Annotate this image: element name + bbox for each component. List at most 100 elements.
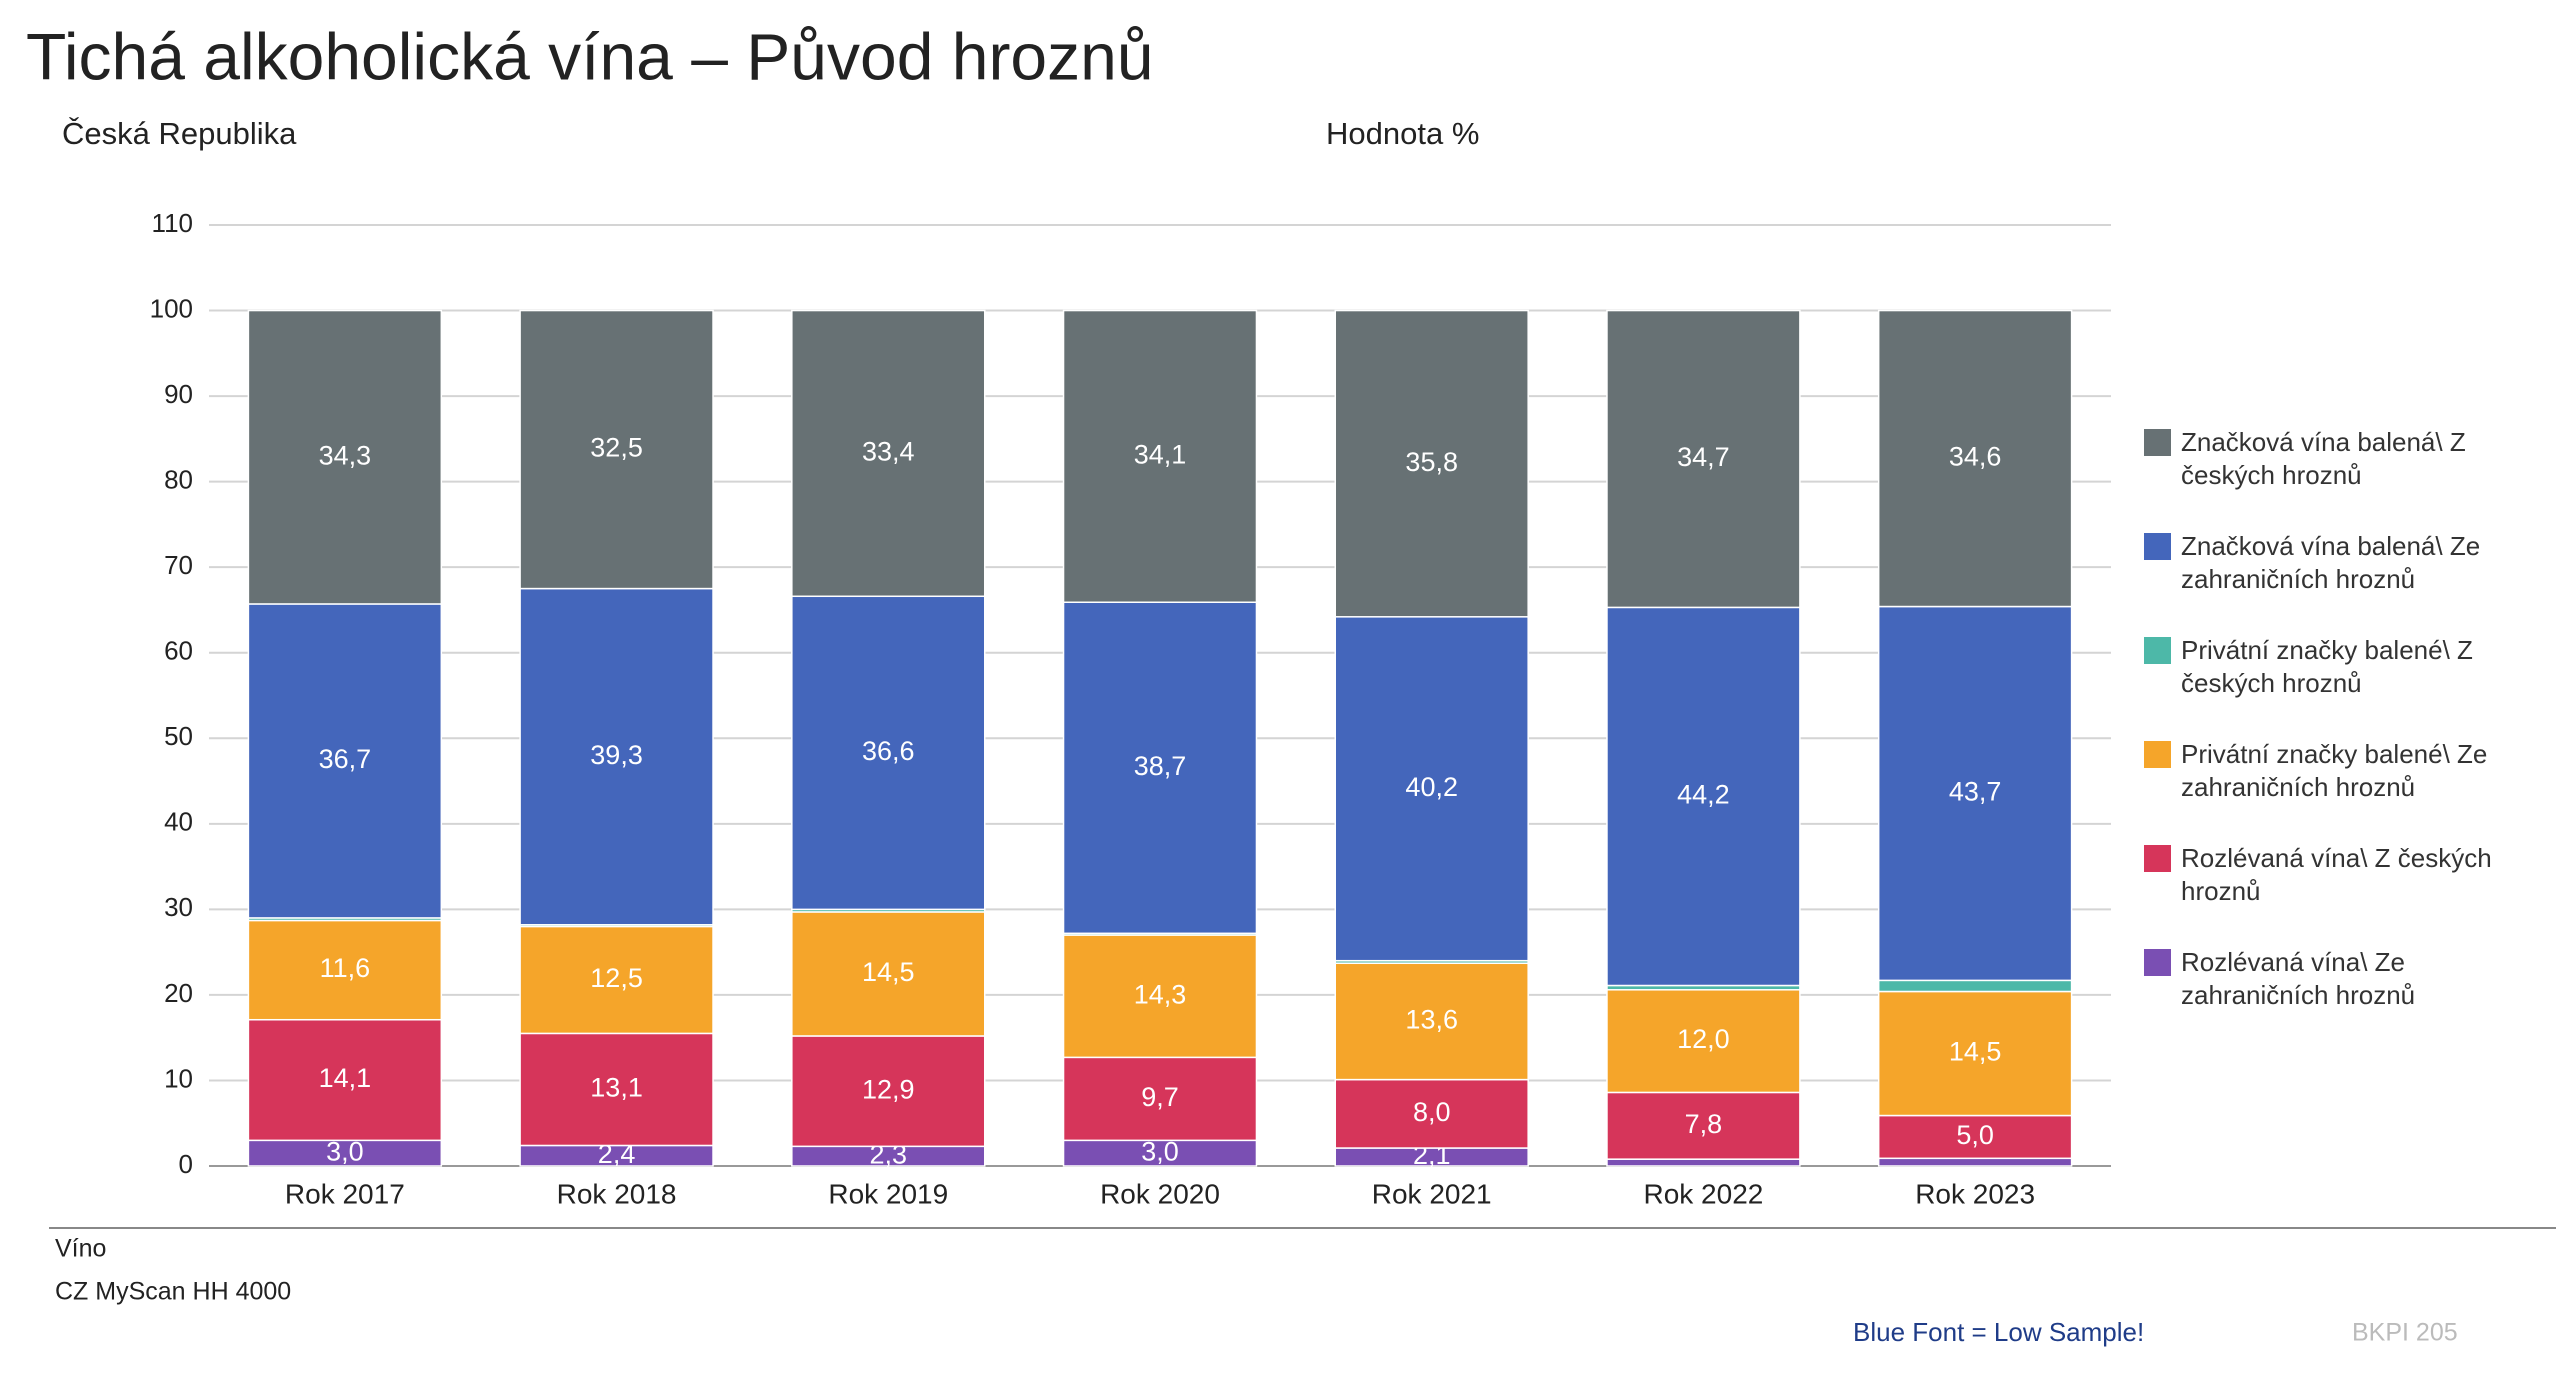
bar-segment [1606, 606, 1801, 987]
bar-segment [1877, 309, 2073, 608]
legend-item: Privátní značky balené\ Z českých hroznů [2144, 634, 2544, 700]
data-label: 34,7 [1677, 442, 1730, 472]
data-label: 36,7 [319, 744, 372, 774]
bar-segment [1062, 601, 1258, 935]
y-tick-label: 40 [164, 807, 193, 837]
data-label: 40,2 [1405, 772, 1458, 802]
legend-swatch [2144, 637, 2171, 664]
data-label: 14,5 [1949, 1037, 2002, 1067]
legend-swatch [2144, 949, 2171, 976]
x-tick-label: Rok 2018 [557, 1178, 677, 1209]
bar-segment [791, 911, 986, 1037]
data-label: 12,9 [862, 1074, 915, 1104]
bar-segment [247, 919, 443, 1021]
bar-segment [247, 603, 443, 919]
bar-segment [1877, 1157, 2073, 1167]
x-tick-label: Rok 2017 [285, 1178, 405, 1209]
y-tick-label: 110 [152, 208, 193, 238]
data-label: 39,3 [590, 740, 643, 770]
bar-segment [1877, 1114, 2073, 1160]
data-label: 44,2 [1677, 780, 1730, 810]
data-label: 34,1 [1134, 440, 1187, 470]
bar-segment [519, 1032, 714, 1147]
bar-segment [519, 925, 714, 1035]
data-label: 5,0 [1956, 1120, 1994, 1150]
legend-item: Rozlévaná vína\ Z českých hroznů [2144, 842, 2544, 908]
bar-segment [1334, 309, 1529, 618]
legend-label: Privátní značky balené\ Ze zahraničních … [2181, 739, 2488, 802]
legend-swatch [2144, 845, 2171, 872]
x-tick-label: Rok 2022 [1643, 1178, 1763, 1209]
data-label: 35,8 [1405, 447, 1458, 477]
bar-segment [1877, 979, 2073, 993]
legend-label: Značková vína balená\ Z českých hroznů [2181, 427, 2466, 490]
data-label: 3,0 [326, 1136, 364, 1166]
legend-label: Rozlévaná vína\ Z českých hroznů [2181, 843, 2492, 906]
data-label: 34,3 [319, 440, 372, 470]
data-label: 9,7 [1141, 1082, 1179, 1112]
data-label: 8,0 [1413, 1097, 1451, 1127]
data-label: 33,4 [862, 437, 915, 467]
y-tick-label: 0 [179, 1149, 193, 1179]
data-label: 34,6 [1949, 442, 2002, 472]
y-tick-label: 100 [150, 293, 193, 323]
data-label: 11,6 [320, 953, 371, 983]
bar-segment [519, 309, 714, 590]
data-label: 14,1 [319, 1063, 372, 1093]
data-label: 43,7 [1949, 777, 2002, 807]
bar-segment [791, 1035, 986, 1148]
y-tick-label: 10 [164, 1063, 193, 1093]
data-label: 13,1 [590, 1073, 643, 1103]
x-tick-label: Rok 2019 [828, 1178, 948, 1209]
axis-label: Hodnota % [1326, 116, 1479, 151]
y-tick-label: 30 [164, 892, 193, 922]
chart-subtitle: Česká Republika [62, 116, 297, 151]
data-label: 3,0 [1141, 1136, 1179, 1166]
legend-label: Značková vína balená\ Ze zahraničních hr… [2181, 531, 2481, 594]
legend-item: Rozlévaná vína\ Ze zahraničních hroznů [2144, 946, 2544, 1012]
bar-segment [1334, 1078, 1529, 1149]
data-label: 32,5 [590, 433, 643, 463]
legend-item: Značková vína balená\ Z českých hroznů [2144, 426, 2544, 492]
bar-segment [791, 309, 986, 598]
bar-segment [1877, 990, 2073, 1117]
x-tick-label: Rok 2021 [1372, 1178, 1492, 1209]
x-tick-label: Rok 2020 [1100, 1178, 1220, 1209]
y-tick-label: 20 [164, 978, 193, 1008]
y-tick-label: 80 [164, 465, 193, 495]
data-label: 12,0 [1677, 1024, 1730, 1054]
legend-label: Rozlévaná vína\ Ze zahraničních hroznů [2181, 947, 2416, 1010]
data-label: 36,6 [862, 736, 915, 766]
legend-label: Privátní značky balené\ Z českých hroznů [2181, 635, 2473, 698]
y-tick-label: 50 [164, 721, 193, 751]
legend-item: Privátní značky balené\ Ze zahraničních … [2144, 738, 2544, 804]
chart-title: Tichá alkoholická vína – Původ hroznů [26, 19, 1154, 93]
data-label: 13,6 [1405, 1005, 1458, 1035]
bar-segment [1606, 1158, 1801, 1167]
legend-swatch [2144, 741, 2171, 768]
bar-segment [247, 1018, 443, 1142]
data-label: 38,7 [1134, 751, 1187, 781]
bar-segment [247, 1139, 443, 1167]
bar-segment [1334, 616, 1529, 962]
data-label: 12,5 [590, 963, 643, 993]
bar-segment [1606, 309, 1801, 609]
data-label: 14,5 [862, 957, 915, 987]
bar-segment [1334, 962, 1529, 1081]
bar-segment [791, 595, 986, 911]
note: Blue Font = Low Sample! [1853, 1317, 2144, 1347]
bar-segment [519, 587, 714, 926]
footer-text: CZ MyScan HH 4000 [55, 1278, 291, 1306]
legend-swatch [2144, 533, 2171, 560]
page-id: BKPI 205 [2352, 1319, 2458, 1347]
footer-text: Víno [55, 1235, 106, 1263]
x-tick-label: Rok 2023 [1915, 1178, 2035, 1209]
y-tick-label: 60 [164, 636, 193, 666]
y-tick-label: 90 [164, 379, 193, 409]
bar-segment [1606, 989, 1801, 1094]
legend-item: Značková vína balená\ Ze zahraničních hr… [2144, 530, 2544, 596]
y-tick-label: 70 [164, 550, 193, 580]
legend-swatch [2144, 429, 2171, 456]
